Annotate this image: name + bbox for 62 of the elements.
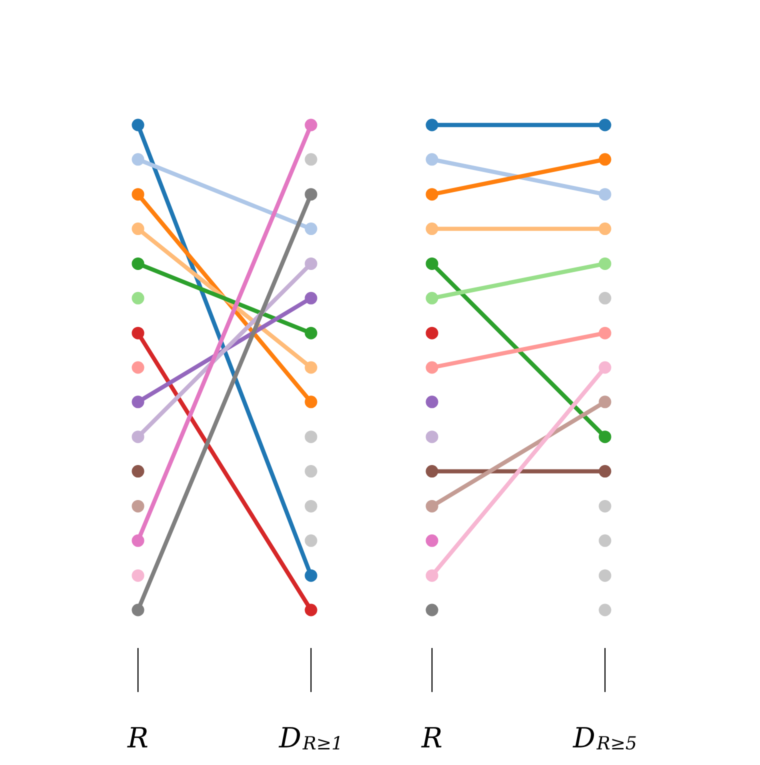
x-tick-label: R — [127, 727, 148, 748]
point — [598, 326, 612, 340]
point — [304, 430, 318, 444]
point — [598, 118, 612, 132]
point — [304, 326, 318, 340]
point — [598, 361, 612, 374]
point — [132, 222, 144, 236]
point — [426, 222, 438, 236]
point — [304, 569, 318, 582]
point — [304, 361, 318, 374]
point — [132, 569, 144, 582]
point — [598, 534, 612, 547]
point — [426, 257, 438, 270]
point — [132, 188, 144, 201]
point — [132, 465, 144, 478]
point — [426, 500, 438, 512]
point — [598, 604, 612, 616]
point — [598, 500, 612, 512]
point — [132, 118, 144, 132]
point — [426, 153, 438, 166]
point — [304, 534, 318, 547]
point — [598, 153, 612, 166]
point — [132, 257, 144, 270]
point — [426, 396, 438, 408]
point — [132, 430, 144, 444]
point — [598, 222, 612, 236]
point — [132, 361, 144, 374]
point — [132, 604, 144, 616]
point — [598, 465, 612, 478]
point — [304, 396, 318, 408]
point — [426, 118, 438, 132]
point — [304, 188, 318, 201]
point — [304, 500, 318, 512]
point — [426, 569, 438, 582]
point — [304, 222, 318, 236]
point — [426, 326, 438, 340]
point — [132, 153, 144, 166]
point — [132, 396, 144, 408]
point — [132, 534, 144, 547]
point — [426, 465, 438, 478]
point — [304, 292, 318, 304]
point — [598, 396, 612, 408]
point — [132, 292, 144, 304]
point — [132, 326, 144, 340]
point — [304, 465, 318, 478]
point — [426, 188, 438, 201]
point — [598, 569, 612, 582]
point — [304, 153, 318, 166]
point — [598, 257, 612, 270]
point — [598, 188, 612, 201]
point — [598, 430, 612, 444]
point — [426, 534, 438, 547]
point — [598, 292, 612, 304]
x-tick-label: R — [421, 727, 442, 748]
point — [426, 361, 438, 374]
point — [304, 257, 318, 270]
point — [426, 604, 438, 616]
point — [304, 604, 318, 616]
point — [132, 500, 144, 512]
point — [426, 430, 438, 444]
point — [426, 292, 438, 304]
point — [304, 118, 318, 132]
